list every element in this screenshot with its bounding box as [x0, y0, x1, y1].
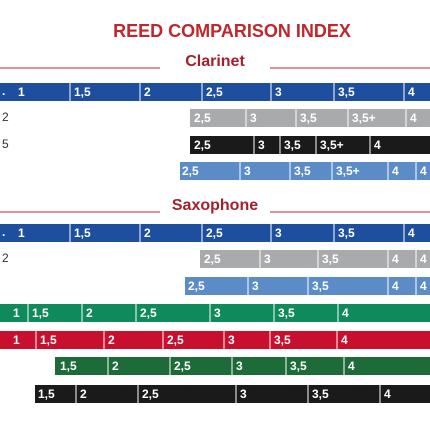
brand-fragment: .	[2, 84, 5, 98]
strength-label: 3,5	[284, 138, 301, 152]
strength-label: 3	[258, 138, 265, 152]
reed-bar	[55, 357, 430, 375]
strength-label: 2,5	[206, 85, 223, 99]
reed-bar	[0, 224, 430, 242]
reed-bar	[0, 304, 430, 322]
section-title: Saxophone	[172, 197, 258, 214]
strength-label: 3	[244, 164, 251, 178]
strength-label: 3,5	[278, 306, 295, 320]
strength-label: 4	[384, 387, 391, 401]
strength-label: 2	[112, 359, 119, 373]
strength-label: 1,5	[38, 387, 55, 401]
strength-label: 1	[18, 226, 25, 240]
strength-label: 2,5	[182, 164, 199, 178]
strength-label: 4	[374, 138, 381, 152]
strength-label: 2,5	[140, 306, 157, 320]
strength-label: 3	[228, 333, 235, 347]
reed-bar	[180, 162, 430, 180]
strength-label: 3,5	[294, 164, 311, 178]
brand-fragment: 2	[2, 251, 9, 265]
title: REED COMPARISON INDEX	[113, 21, 351, 41]
strength-label: 3	[240, 387, 247, 401]
strength-label: 4	[392, 164, 399, 178]
strength-label: 1	[18, 85, 25, 99]
strength-label: 3,5	[338, 226, 355, 240]
strength-label: 3,5	[290, 359, 307, 373]
strength-label: 3,5+	[352, 111, 376, 125]
strength-label: 2	[144, 226, 151, 240]
strength-label: 3	[252, 279, 259, 293]
strength-label: 4	[408, 226, 415, 240]
strength-label: 1,5	[74, 85, 91, 99]
strength-label: 2,5	[194, 111, 211, 125]
strength-label: 3,5	[274, 333, 291, 347]
strength-label: 2	[144, 85, 151, 99]
strength-label: 3,5+	[320, 138, 344, 152]
strength-label: 1,5	[40, 333, 57, 347]
strength-label: 4	[341, 333, 348, 347]
brand-fragment: 2	[2, 110, 9, 124]
strength-label: 2	[86, 306, 93, 320]
strength-label: 1	[13, 333, 20, 347]
reed-bar	[190, 136, 430, 154]
strength-label: 4	[408, 85, 415, 99]
strength-label: 2	[108, 333, 115, 347]
strength-label: 4	[392, 279, 399, 293]
strength-label: 4	[410, 111, 417, 125]
strength-label: 3	[250, 111, 257, 125]
strength-label: 4	[420, 279, 427, 293]
strength-label: 1,5	[32, 306, 49, 320]
reed-bar	[0, 83, 430, 101]
strength-label: 1	[13, 306, 20, 320]
strength-label: 2	[80, 387, 87, 401]
reed-bar	[0, 331, 430, 349]
strength-label: 3	[214, 306, 221, 320]
strength-label: 4	[420, 164, 427, 178]
section-title: Clarinet	[185, 53, 245, 70]
strength-label: 3,5	[300, 111, 317, 125]
strength-label: 4	[420, 252, 427, 266]
reed-bar	[190, 109, 430, 127]
strength-label: 2,5	[194, 138, 211, 152]
strength-label: 1,5	[60, 359, 77, 373]
strength-label: 2,5	[174, 359, 191, 373]
strength-label: 4	[392, 252, 399, 266]
strength-label: 2,5	[142, 387, 159, 401]
strength-label: 3,5	[312, 279, 329, 293]
strength-label: 3	[275, 226, 282, 240]
strength-label: 3	[264, 252, 271, 266]
brand-fragment: .	[2, 225, 5, 239]
strength-label: 1,5	[74, 226, 91, 240]
strength-label: 3	[236, 359, 243, 373]
strength-label: 2,5	[167, 333, 184, 347]
strength-label: 3,5+	[336, 164, 360, 178]
strength-label: 2,5	[204, 252, 221, 266]
strength-label: 3	[275, 85, 282, 99]
strength-label: 4	[342, 306, 349, 320]
strength-label: 4	[348, 359, 355, 373]
brand-fragment: 5	[2, 137, 9, 151]
reed-bar	[200, 250, 430, 268]
strength-label: 2,5	[206, 226, 223, 240]
strength-label: 3,5	[338, 85, 355, 99]
strength-label: 3,5	[312, 387, 329, 401]
strength-label: 3,5	[322, 252, 339, 266]
strength-label: 2,5	[188, 279, 205, 293]
reed-bar	[35, 385, 430, 403]
